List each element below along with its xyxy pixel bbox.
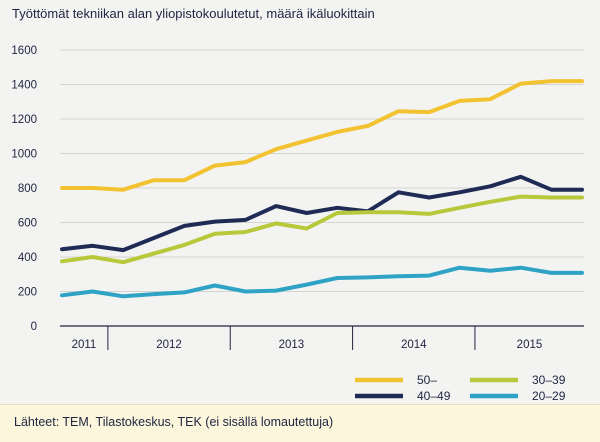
source-footer: Lähteet: TEM, Tilastokeskus, TEK (ei sis… [0, 404, 600, 442]
y-tick-label: 1600 [11, 45, 37, 57]
legend-label: 30–39 [532, 373, 566, 387]
series-line [60, 79, 584, 192]
chart-grid [60, 49, 584, 292]
source-note: Lähteet: TEM, Tilastokeskus, TEK (ei sis… [14, 415, 334, 429]
legend-label: 20–29 [532, 389, 566, 403]
legend-label: 50– [417, 373, 437, 387]
chart-series-lines [60, 79, 584, 299]
y-tick-label: 1400 [11, 80, 37, 92]
x-tick-label: 2012 [156, 339, 182, 351]
y-tick-label: 1000 [11, 149, 37, 161]
x-tick-label: 2013 [279, 339, 305, 351]
y-tick-label: 600 [18, 218, 37, 230]
x-tick-label: 2011 [72, 339, 97, 351]
y-tick-label: 400 [18, 252, 37, 264]
chart-title: Työttömät tekniikan alan yliopistokoulut… [12, 6, 375, 21]
y-axis-tick-labels: 0 200 400 600 800 1000 1200 1400 1600 [11, 45, 37, 333]
y-tick-label: 200 [18, 287, 37, 299]
x-tick-label: 2015 [517, 339, 543, 351]
x-axis: 2011 2012 2013 2014 2015 [60, 325, 584, 351]
y-tick-label: 1200 [11, 114, 37, 126]
x-tick-label: 2014 [401, 339, 427, 351]
series-line [60, 265, 584, 299]
y-tick-label: 0 [31, 321, 37, 333]
legend-label: 40–49 [417, 389, 451, 403]
chart-legend: 50– 40–49 30–39 20–29 [355, 373, 566, 403]
series-line [60, 174, 584, 253]
series-line [60, 194, 584, 265]
y-tick-label: 800 [18, 183, 37, 195]
